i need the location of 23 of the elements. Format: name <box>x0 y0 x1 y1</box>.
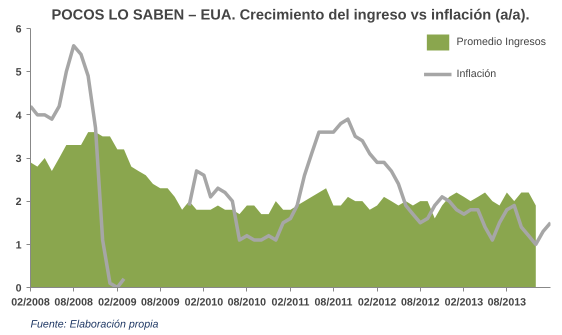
x-tick-label: 08/2008 <box>54 296 94 308</box>
x-tick-label: 08/2009 <box>141 296 180 308</box>
x-tick-label: 02/2010 <box>184 296 224 308</box>
x-tick-label: 08/2013 <box>488 296 526 308</box>
x-tick-label: 08/2010 <box>228 296 266 308</box>
x-tick-label: 02/2008 <box>11 296 50 308</box>
chart-title: POCOS LO SABEN – EUA. Crecimiento del ingreso vs inflación (a/a). <box>51 8 530 24</box>
y-tick-label: 0 <box>16 282 22 294</box>
source-note: Fuente: Elaboración propia <box>30 318 159 330</box>
y-tick-label: 3 <box>16 153 22 165</box>
y-tick-label: 6 <box>16 24 22 36</box>
legend-label: Inflación <box>456 68 496 80</box>
y-tick-label: 2 <box>16 196 22 208</box>
x-tick-label: 02/2011 <box>272 296 310 308</box>
legend-label: Promedio Ingresos <box>456 36 546 48</box>
x-tick-label: 02/2013 <box>444 296 484 308</box>
y-tick-label: 4 <box>16 110 22 122</box>
x-tick-label: 02/2009 <box>98 296 137 308</box>
x-tick-label: 02/2012 <box>358 296 396 308</box>
y-tick-label: 1 <box>16 239 22 252</box>
x-tick-label: 08/2012 <box>401 296 440 308</box>
x-tick-label: 08/2011 <box>314 296 352 308</box>
y-tick-label: 5 <box>16 66 22 79</box>
